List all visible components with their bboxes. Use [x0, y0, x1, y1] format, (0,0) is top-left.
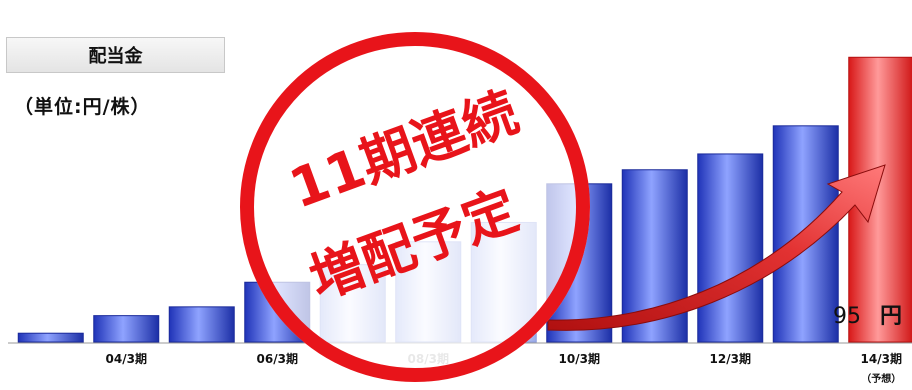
tick-label: 10/3期: [559, 351, 600, 366]
last-value-label: 95: [833, 304, 861, 329]
tick-label: 14/3期: [861, 351, 902, 366]
tick-label: 12/3期: [710, 351, 751, 366]
unit-label: （単位:円/株）: [14, 96, 151, 118]
bar-03/3期: [17, 332, 84, 343]
tick-label: 06/3期: [257, 351, 298, 366]
forecast-note: （予想）: [861, 372, 901, 385]
bar-05/3期: [168, 306, 235, 343]
bar-04/3期: [93, 315, 160, 343]
chart-title: 配当金: [6, 37, 225, 73]
stamp-backdrop: [240, 32, 590, 382]
tick-label: 04/3期: [106, 351, 147, 366]
stamp-ring: [240, 32, 590, 382]
growth-arrow: [547, 164, 886, 331]
bar-12/3期: [697, 153, 764, 343]
last-value-unit: 円: [880, 304, 902, 329]
